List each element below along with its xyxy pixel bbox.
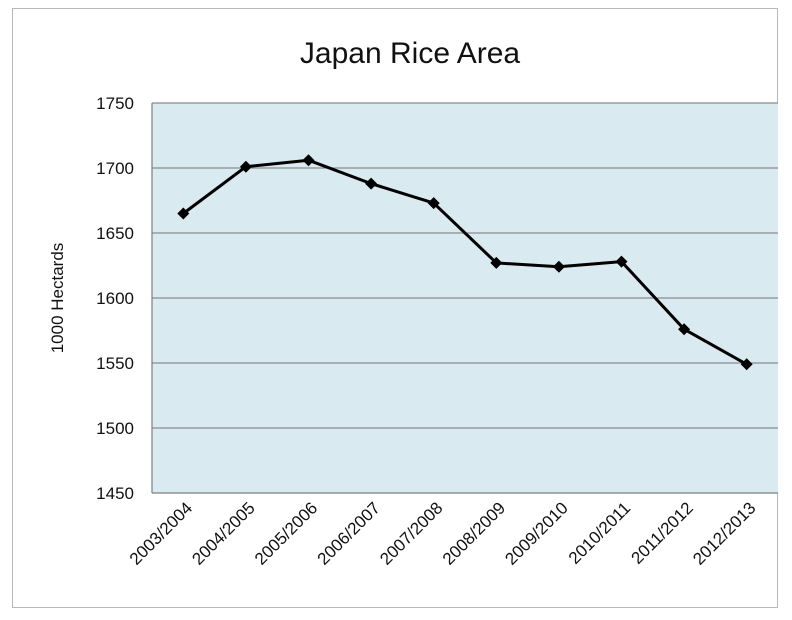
y-axis-label: 1000 Hectards bbox=[48, 243, 67, 354]
data-point bbox=[177, 207, 190, 220]
data-point bbox=[740, 358, 753, 371]
y-axis-ticks: 1450 1500 1550 1600 1650 1700 1750 bbox=[96, 94, 134, 503]
data-point bbox=[239, 160, 252, 173]
x-tick-label: 2004/2005 bbox=[188, 498, 258, 568]
x-axis-ticks: 2003/20042004/20052005/20062006/20072007… bbox=[126, 498, 760, 568]
series-group bbox=[177, 154, 753, 371]
data-point bbox=[302, 154, 315, 167]
y-tick-label: 1450 bbox=[96, 484, 134, 503]
y-tick-label: 1550 bbox=[96, 354, 134, 373]
x-tick-label: 2011/2012 bbox=[628, 498, 697, 567]
x-tick-label: 2003/2004 bbox=[126, 498, 196, 568]
x-tick-label: 2008/2009 bbox=[439, 498, 509, 568]
data-point bbox=[365, 177, 378, 190]
y-tick-label: 1750 bbox=[96, 94, 134, 113]
x-tick-label: 2012/2013 bbox=[689, 498, 759, 568]
chart-title: Japan Rice Area bbox=[300, 37, 520, 70]
x-tick-label: 2007/2008 bbox=[376, 498, 446, 568]
data-point bbox=[615, 255, 628, 268]
data-point bbox=[427, 197, 440, 210]
x-tick-label: 2010/2011 bbox=[565, 498, 634, 567]
x-tick-label: 2005/2006 bbox=[251, 498, 321, 568]
data-point bbox=[490, 256, 503, 269]
x-tick-label: 2009/2010 bbox=[501, 498, 571, 568]
y-tick-label: 1700 bbox=[96, 159, 134, 178]
data-point bbox=[678, 323, 691, 336]
y-tick-label: 1500 bbox=[96, 419, 134, 438]
gridlines bbox=[151, 102, 778, 494]
series-line bbox=[182, 158, 748, 366]
data-point bbox=[552, 260, 565, 273]
y-tick-label: 1650 bbox=[96, 224, 134, 243]
y-tick-label: 1600 bbox=[96, 289, 134, 308]
x-tick-label: 2006/2007 bbox=[314, 498, 384, 568]
